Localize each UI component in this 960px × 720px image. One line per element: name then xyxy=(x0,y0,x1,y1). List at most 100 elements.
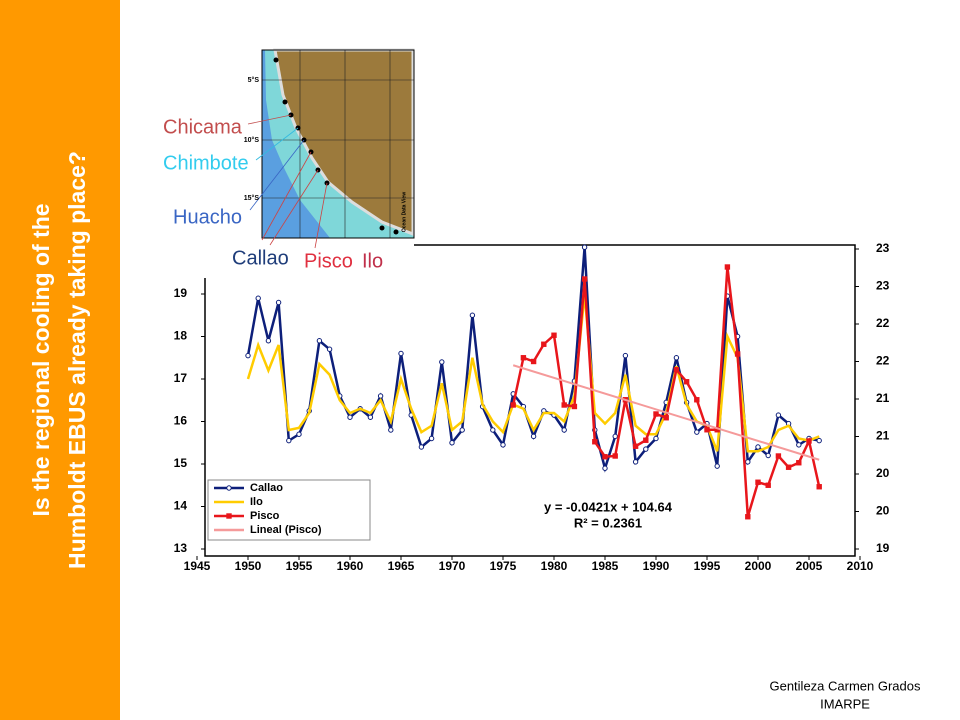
point xyxy=(632,443,639,449)
map-inset: Chicama Chimbote Huacho Callao Pisco Ilo… xyxy=(158,40,415,278)
point xyxy=(510,402,516,408)
point xyxy=(316,338,323,344)
y-tick-label: 17 xyxy=(174,371,188,385)
x-tick-label: 1945 xyxy=(184,559,211,573)
y-tick-label: 14 xyxy=(174,499,188,513)
point xyxy=(469,312,476,318)
point xyxy=(602,465,608,471)
point xyxy=(734,351,741,357)
legend-label: Ilo xyxy=(250,496,263,508)
sidebar xyxy=(0,0,120,720)
point xyxy=(775,412,782,418)
legend-label: Pisco xyxy=(250,510,280,522)
point xyxy=(622,352,629,359)
point xyxy=(714,427,720,433)
y-tick-label: 19 xyxy=(174,286,188,300)
point xyxy=(245,352,251,359)
map-grid xyxy=(262,50,414,238)
x-tick-label: 1970 xyxy=(439,559,466,573)
point xyxy=(653,411,659,417)
y2-tick-label: 23 xyxy=(876,279,890,293)
point xyxy=(683,379,690,385)
point xyxy=(520,355,527,361)
series-line xyxy=(511,266,821,518)
point xyxy=(745,514,751,520)
point xyxy=(500,442,506,448)
point xyxy=(643,446,649,452)
map-label: Ilo xyxy=(362,250,383,272)
y-tick-label: 16 xyxy=(174,414,188,428)
point xyxy=(755,444,761,450)
x-tick-label: 1980 xyxy=(541,559,568,573)
map-label: Chimbote xyxy=(163,152,249,174)
point xyxy=(541,341,547,347)
point xyxy=(561,427,567,433)
point xyxy=(581,244,588,250)
point xyxy=(265,338,272,344)
point xyxy=(367,414,374,420)
point xyxy=(592,439,598,445)
point xyxy=(530,358,537,365)
point xyxy=(418,444,425,450)
y2-tick-label: 20 xyxy=(876,466,890,480)
map-leaders xyxy=(247,114,328,249)
point xyxy=(347,414,353,420)
point xyxy=(275,299,282,306)
point xyxy=(806,438,812,444)
sidebar-title-line: Is the regional cooling of the xyxy=(28,203,54,516)
point xyxy=(612,453,618,459)
point xyxy=(673,355,680,361)
y-tick-label: 15 xyxy=(174,456,188,470)
point xyxy=(439,359,445,365)
annotation: R² = 0.2361 xyxy=(574,515,642,530)
legend-label: Callao xyxy=(250,482,283,494)
y-tick-label: 18 xyxy=(174,329,188,343)
y2-tick-label: 20 xyxy=(876,504,890,518)
point xyxy=(714,463,720,469)
point xyxy=(694,429,700,435)
x-tick-label: 1975 xyxy=(490,559,517,573)
point xyxy=(286,437,292,444)
legend-marker xyxy=(226,485,232,491)
x-tick-label: 2010 xyxy=(847,559,874,573)
y2-tick-label: 19 xyxy=(876,541,890,555)
point xyxy=(775,453,782,459)
y2-tick-label: 21 xyxy=(876,429,890,443)
x-tick-label: 1950 xyxy=(235,559,262,573)
point xyxy=(530,433,537,440)
point xyxy=(428,435,435,442)
y2-tick-label: 21 xyxy=(876,391,890,405)
y-tick-label: 13 xyxy=(174,541,188,555)
y2-tick-label: 23 xyxy=(876,241,890,255)
point xyxy=(765,482,771,488)
map-frame xyxy=(261,49,415,239)
point xyxy=(653,435,659,442)
point xyxy=(816,437,822,444)
point xyxy=(449,440,455,446)
point xyxy=(694,397,700,403)
point xyxy=(612,433,618,440)
map-deep-ocean xyxy=(262,50,330,238)
y2-tick-label: 22 xyxy=(876,316,890,330)
point xyxy=(796,460,802,466)
x-tick-label: 1985 xyxy=(592,559,619,573)
map-lat-label: 10°S xyxy=(244,136,260,144)
point xyxy=(745,459,751,465)
x-tick-label: 1955 xyxy=(286,559,313,573)
credit: Gentileza Carmen Grados xyxy=(769,678,921,693)
point xyxy=(326,346,333,352)
sidebar-title-line: Humboldt EBUS already taking place? xyxy=(64,151,90,569)
series-line xyxy=(512,364,820,461)
point xyxy=(632,459,639,465)
point xyxy=(459,427,465,433)
map-land xyxy=(273,48,415,237)
map-lat-label: 5°S xyxy=(248,76,260,84)
map-label: Callao xyxy=(232,247,289,269)
point xyxy=(643,437,649,443)
x-tick-label: 2005 xyxy=(796,559,823,573)
point xyxy=(296,431,302,437)
point xyxy=(755,479,761,485)
point xyxy=(255,295,261,301)
map-label: Huacho xyxy=(173,206,242,228)
